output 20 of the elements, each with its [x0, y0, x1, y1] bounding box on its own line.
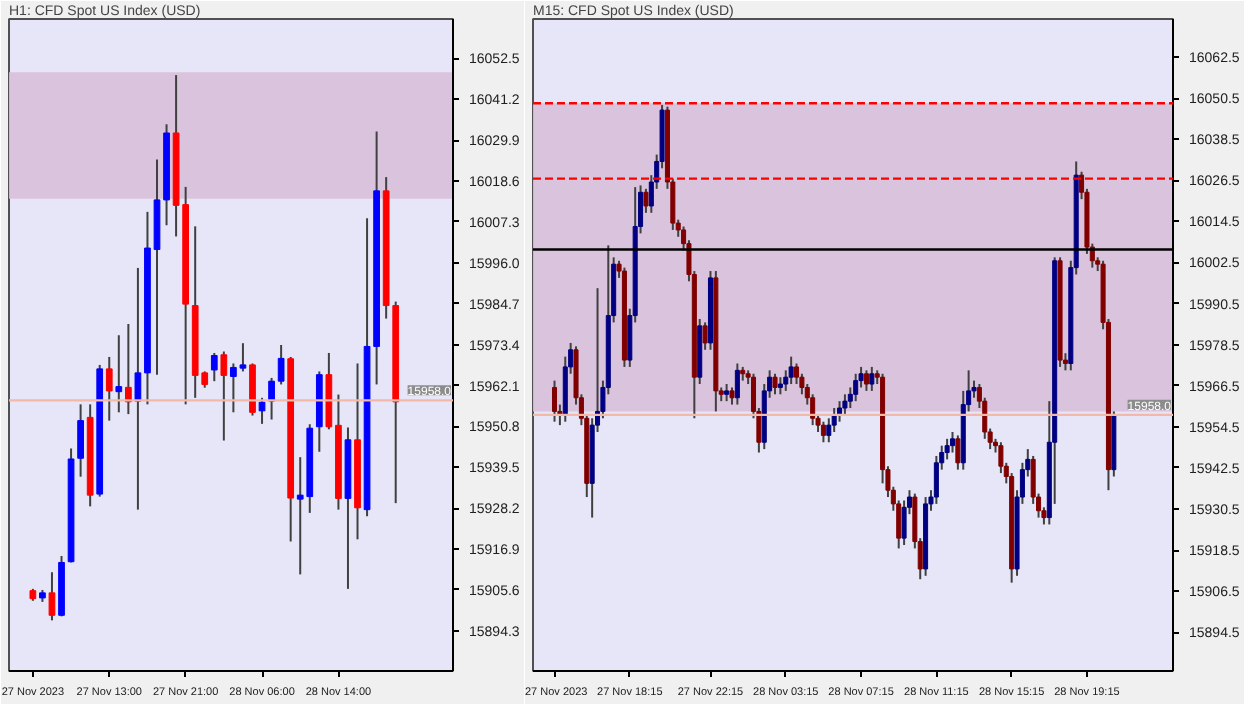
candlestick	[105, 355, 113, 422]
candlestick	[788, 355, 794, 386]
candlestick	[998, 441, 1004, 475]
candlestick	[933, 454, 939, 505]
candlestick	[869, 365, 875, 392]
candlestick	[853, 372, 859, 403]
candlestick	[552, 379, 558, 423]
candlestick	[820, 420, 826, 444]
candlestick	[249, 362, 256, 417]
candlestick	[48, 571, 56, 622]
candlestick	[772, 372, 778, 396]
candlestick	[115, 334, 123, 414]
candlestick	[794, 362, 800, 386]
candlestick	[258, 396, 266, 425]
candlestick	[220, 350, 228, 442]
candlestick	[210, 351, 218, 383]
candlestick	[734, 362, 740, 406]
candlestick	[949, 430, 956, 454]
candlestick	[842, 393, 848, 416]
candlestick	[863, 369, 869, 392]
